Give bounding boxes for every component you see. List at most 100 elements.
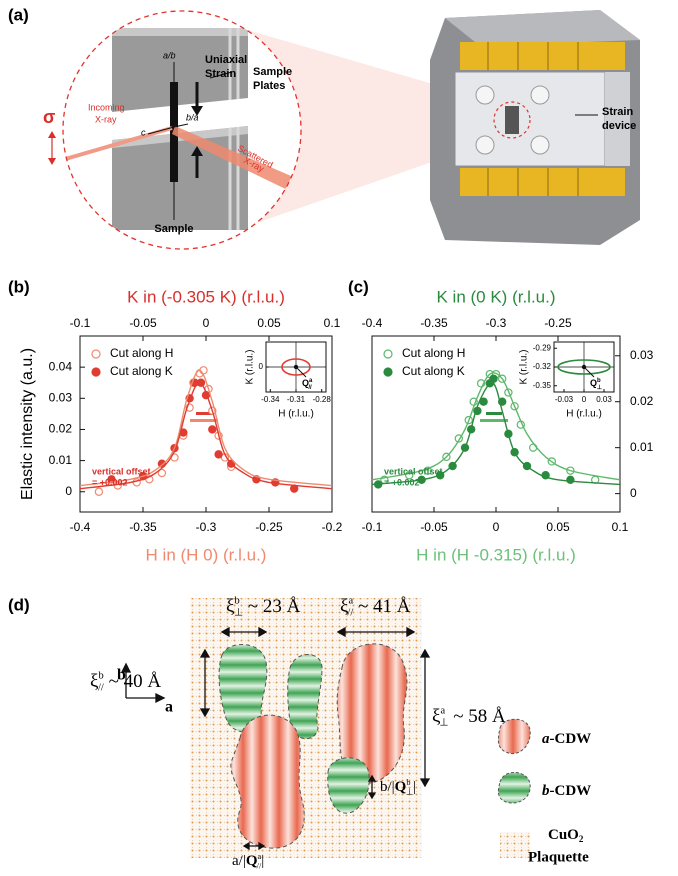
data-point	[215, 451, 222, 458]
y-tick-label: 0.01	[630, 440, 654, 454]
x2-tick-label: 0.1	[324, 316, 341, 330]
panel-label: (b)	[8, 277, 30, 296]
annotation: = +0.002	[384, 477, 420, 487]
composite-label: b-CDW	[542, 783, 591, 799]
inset-x-title: H (r.l.u.)	[566, 409, 602, 420]
x2-tick-label: -0.05	[129, 316, 157, 330]
composite-label: CuO2	[548, 827, 584, 843]
plates-label: Sample	[253, 66, 292, 78]
composite-label: a-CDW	[542, 731, 591, 747]
y-tick-label: 0.02	[49, 422, 73, 436]
y-tick-label: 0.04	[49, 359, 73, 373]
page: {"panel_a": {"label": "(a)", "axis_up": …	[0, 0, 678, 871]
label-part: ~ 58 Å	[449, 706, 507, 727]
x-tick-label: -0.05	[420, 520, 448, 534]
legend-plaquette	[500, 832, 530, 858]
arrow-head	[48, 158, 56, 165]
label-part: ~ 23 Å	[243, 596, 301, 617]
legend-b-cdw	[498, 772, 530, 803]
inset-y-tick-label: -0.35	[533, 381, 552, 390]
device-yellow-block	[460, 42, 625, 70]
label-part: b	[597, 378, 601, 384]
device-sample	[505, 106, 519, 134]
inset-x-tick-label: -0.34	[261, 395, 280, 404]
panel-label: (d)	[8, 595, 30, 614]
x-tick-label: 0.05	[546, 520, 570, 534]
label-part: -CDW	[550, 783, 592, 799]
label-part: ⊥	[439, 718, 448, 729]
device-yellow-block	[460, 168, 625, 196]
arrow-head	[48, 131, 56, 138]
strain-label: Uniaxial	[205, 54, 247, 66]
axis-label: a	[165, 699, 173, 716]
x-tick-label: -0.25	[255, 520, 283, 534]
axis-label: b	[117, 667, 126, 684]
x2-tick-label: -0.1	[70, 316, 91, 330]
data-point	[209, 426, 216, 433]
sigma-label: σ	[43, 107, 55, 127]
label-part: ⊥	[406, 787, 413, 796]
incoming-label: Incoming	[88, 102, 125, 112]
legend-marker	[384, 368, 392, 376]
label-part: b/|	[380, 779, 395, 795]
x2-tick-label: -0.35	[420, 316, 448, 330]
x-tick-label: -0.4	[70, 520, 91, 534]
incoming-label: X-ray	[95, 114, 117, 124]
label-part: -CDW	[550, 731, 592, 747]
label-part: Q	[395, 779, 407, 795]
device-label: device	[602, 120, 636, 132]
x-tick-label: 0.1	[612, 520, 629, 534]
screw	[476, 136, 494, 154]
axis-label: a/b	[163, 50, 176, 60]
data-point	[490, 375, 497, 382]
label-part: |	[261, 853, 264, 869]
panel-label: (a)	[8, 5, 29, 24]
x2-tick-label: 0	[203, 316, 210, 330]
device-core	[455, 72, 605, 166]
x2-tick-label: -0.3	[486, 316, 507, 330]
label-part: |	[413, 779, 416, 795]
legend-label: Cut along K	[402, 364, 465, 378]
legend-label: Cut along H	[110, 346, 173, 360]
y-tick-label: 0.01	[49, 453, 73, 467]
inset-y-tick-label: -0.32	[533, 362, 552, 371]
data-point	[530, 444, 537, 451]
composite-label: ξb⊥ ~ 23 Å	[226, 596, 301, 619]
legend-label: Cut along K	[110, 364, 173, 378]
label-part: a	[440, 706, 445, 717]
x2-tick-label: 0.05	[257, 316, 281, 330]
label-part: ⊥	[597, 384, 602, 391]
x-tick-label: -0.1	[362, 520, 383, 534]
annotation: vertical offset	[384, 466, 443, 476]
screw	[531, 86, 549, 104]
arrow-head	[421, 650, 429, 657]
panel-d	[122, 598, 530, 858]
label-part: a/|	[232, 853, 246, 869]
device-top	[445, 10, 640, 46]
label-part: 2	[579, 834, 584, 844]
y-tick-label: 0.02	[630, 394, 654, 408]
composite-label: ξa// ~ 41 Å	[340, 596, 411, 619]
panel-label: (c)	[348, 277, 369, 296]
label-part: ~ 40 Å	[104, 671, 162, 692]
y-tick-label: 0	[65, 484, 72, 498]
top-plate-edge	[112, 28, 248, 36]
inset-x-title: H (r.l.u.)	[278, 409, 314, 420]
chart-title: K in (-0.305 K) (r.l.u.)	[127, 287, 285, 306]
inset-y-tick-label: -0.29	[533, 343, 552, 352]
inset-x-tick-label: -0.28	[313, 395, 332, 404]
plates-label: Plates	[253, 80, 285, 92]
data-point	[567, 476, 574, 483]
x-tick-label: -0.3	[196, 520, 217, 534]
arrow-head	[156, 694, 164, 702]
axis-label: b/a	[186, 112, 199, 122]
legend-marker	[384, 350, 392, 358]
inset-y-title: K (r.l.u.)	[519, 349, 530, 384]
x-tick-label: 0	[493, 520, 500, 534]
x-tick-label: -0.35	[129, 520, 157, 534]
label-part: CuO	[548, 827, 579, 843]
y-tick-label: 0.03	[49, 390, 73, 404]
label-part: ⊥	[234, 608, 243, 619]
x-axis-title: H in (H -0.315) (r.l.u.)	[416, 545, 576, 564]
device-label: Strain	[602, 106, 633, 118]
